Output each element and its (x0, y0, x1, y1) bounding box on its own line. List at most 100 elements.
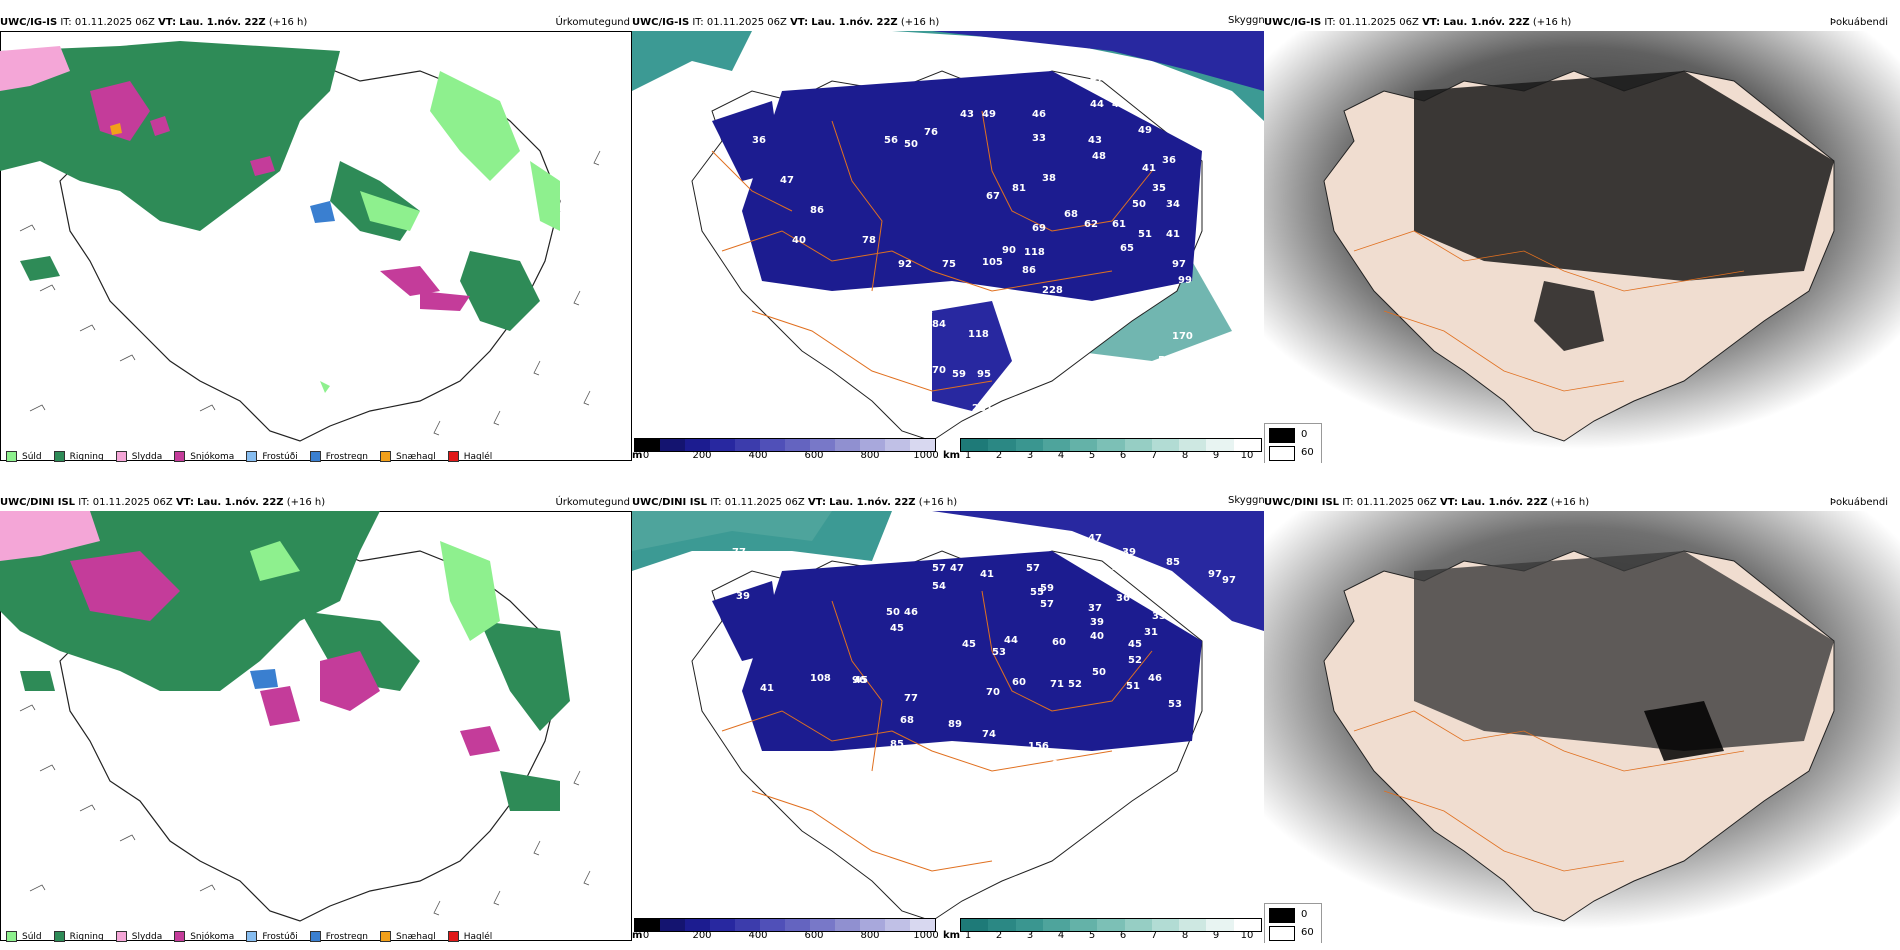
ceiling-label: 53 (992, 647, 1006, 658)
ceiling-label: 44 (1090, 99, 1104, 110)
vt-label: VT: (1422, 17, 1441, 28)
legend-item-snow-pellets: Snæhagl (380, 451, 436, 462)
ceiling-label: 51 (1138, 229, 1152, 240)
ceiling-label: 38 (718, 665, 732, 676)
ceiling-value-labels: 60 47 39 41 46 85 57 97 97 257 77 176 86… (698, 531, 1236, 854)
panel-title: Skyggni (1228, 495, 1264, 506)
ceiling-label: 39 (1122, 547, 1136, 558)
ceiling-label: 55 (1030, 587, 1044, 598)
vt-label: VT: (790, 17, 809, 28)
precip-ice-pellets (110, 123, 122, 135)
ceiling-label: 39 (1090, 617, 1104, 628)
it-value: 01.11.2025 06Z (74, 17, 155, 28)
ceiling-label: 52 (1128, 655, 1142, 666)
ceiling-label: 36 (752, 135, 766, 146)
panel-title: Þokuábendi (1829, 497, 1888, 508)
ceiling-label: 77 (748, 759, 762, 770)
ceiling-label: 86 (810, 205, 824, 216)
ceiling-unit: m (632, 450, 643, 461)
panel-title: Úrkomutegund (555, 17, 630, 28)
ceiling-label: 77 (904, 693, 918, 704)
legend-item-sleet: Slydda (115, 451, 162, 462)
it-label: IT: (710, 497, 722, 508)
roads (711, 110, 1153, 392)
ceiling-label: 231 (972, 403, 993, 414)
precip-drizzle (320, 71, 560, 393)
ceiling-label: 108 (810, 673, 831, 684)
ceiling-label: 60 (1052, 637, 1066, 648)
ceiling-label: 46 (1112, 563, 1126, 574)
ceiling-label: 96 (1070, 781, 1084, 792)
fog-map (1264, 511, 1900, 929)
ceiling-value-labels: 62 47 51 44 48 70 121 36 56 50 76 43 49 … (712, 63, 1193, 418)
ceiling-label: 69 (1032, 223, 1046, 234)
ceiling-label: 35 (1152, 183, 1166, 194)
precip-snow (90, 81, 470, 311)
vt-value: Lau. 1.nóv. 22Z (829, 497, 916, 508)
ceiling-label: 47 (780, 175, 794, 186)
panel-header: UWC/DINI ISL IT: 01.11.2025 06Z VT: Lau.… (0, 495, 632, 511)
lead-time: (+16 h) (1550, 497, 1590, 508)
visibility-colorbar (960, 918, 1262, 932)
vt-value: Lau. 1.nóv. 22Z (179, 17, 266, 28)
ceiling-label: 40 (792, 235, 806, 246)
ceiling-label: 52 (1068, 679, 1082, 690)
ceiling-label: 71 (1050, 679, 1064, 690)
legend-item-hail: Haglél (447, 931, 492, 942)
ceiling-label: 59 (1040, 583, 1054, 594)
it-value: 01.11.2025 06Z (1338, 17, 1419, 28)
precip-legend: Súld Rigning Slydda Snjókoma Frostúði Fr… (6, 931, 504, 942)
ceiling-label: 70 (932, 365, 946, 376)
it-label: IT: (60, 17, 72, 28)
legend-item-freezing-rain: Frostregn (309, 931, 368, 942)
panel-header: UWC/IG-IS IT: 01.11.2025 06Z VT: Lau. 1.… (1264, 15, 1900, 31)
it-value: 01.11.2025 06Z (1356, 497, 1437, 508)
ceiling-label: 41 (980, 569, 994, 580)
precip-sleet (0, 46, 70, 91)
it-value: 01.11.2025 06Z (92, 497, 173, 508)
ceiling-label: 39 (736, 591, 750, 602)
ceiling-label: 43 (718, 211, 732, 222)
precip-map (0, 511, 632, 941)
ceiling-label: 53 (1168, 699, 1182, 710)
model-name: UWC/IG-IS (0, 17, 58, 28)
visibility-unit: km (943, 930, 961, 941)
ceiling-label: 50 (1132, 199, 1146, 210)
ceiling-label: 81 (1012, 183, 1026, 194)
ceiling-label: 86 (1022, 265, 1036, 276)
ceiling-label: 121 (712, 91, 733, 102)
fog-indicator-panel-row1: UWC/IG-IS IT: 01.11.2025 06Z VT: Lau. 1.… (1264, 15, 1900, 463)
ceiling-visibility-panel-row2: UWC/DINI ISL IT: 01.11.2025 06Z VT: Lau.… (632, 495, 1264, 943)
ceiling-label: 54 (718, 719, 732, 730)
panel-header: UWC/IG-IS IT: 01.11.2025 06Z VT: Lau. 1.… (0, 15, 632, 31)
ceiling-label: 47 (1088, 533, 1102, 544)
ceiling-label: 96 (1052, 759, 1066, 770)
ceiling-label: 99 (1178, 275, 1192, 286)
ceiling-label: 96 (852, 675, 866, 686)
ceiling-label: 46 (1032, 109, 1046, 120)
legend-item-snow-pellets: Snæhagl (380, 931, 436, 942)
vt-label: VT: (158, 17, 177, 28)
ceiling-label: 41 (1088, 563, 1102, 574)
panel-header: UWC/IG-IS IT: 01.11.2025 06Z VT: Lau. 1.… (632, 15, 1264, 31)
vt-value: Lau. 1.nóv. 22Z (1461, 497, 1548, 508)
legend-item-freezing-drizzle: Frostúði (246, 931, 298, 942)
ceiling-label: 50 (904, 139, 918, 150)
legend-item-rain: Rigning (53, 931, 104, 942)
legend-item-snow: Snjókoma (174, 451, 234, 462)
ceiling-label: 70 (986, 687, 1000, 698)
ceiling-label: 124 (1180, 763, 1201, 774)
ceiling-label: 50 (724, 649, 738, 660)
fog-key: 0 60 (1264, 423, 1322, 463)
ceiling-label: 68 (1064, 209, 1078, 220)
ceiling-label: 46 (904, 607, 918, 618)
fog-indicator-panel-row2: UWC/DINI ISL IT: 01.11.2025 06Z VT: Lau.… (1264, 495, 1900, 943)
it-label: IT: (1342, 497, 1354, 508)
ceiling-label: 36 (1116, 593, 1130, 604)
ceiling-label: 176 (714, 561, 735, 572)
ceiling-label: 49 (1138, 125, 1152, 136)
ceiling-label: 41 (1142, 163, 1156, 174)
ceiling-label: 64 (938, 407, 952, 418)
legend-item-drizzle: Súld (6, 451, 42, 462)
ceiling-label: 45 (962, 639, 976, 650)
